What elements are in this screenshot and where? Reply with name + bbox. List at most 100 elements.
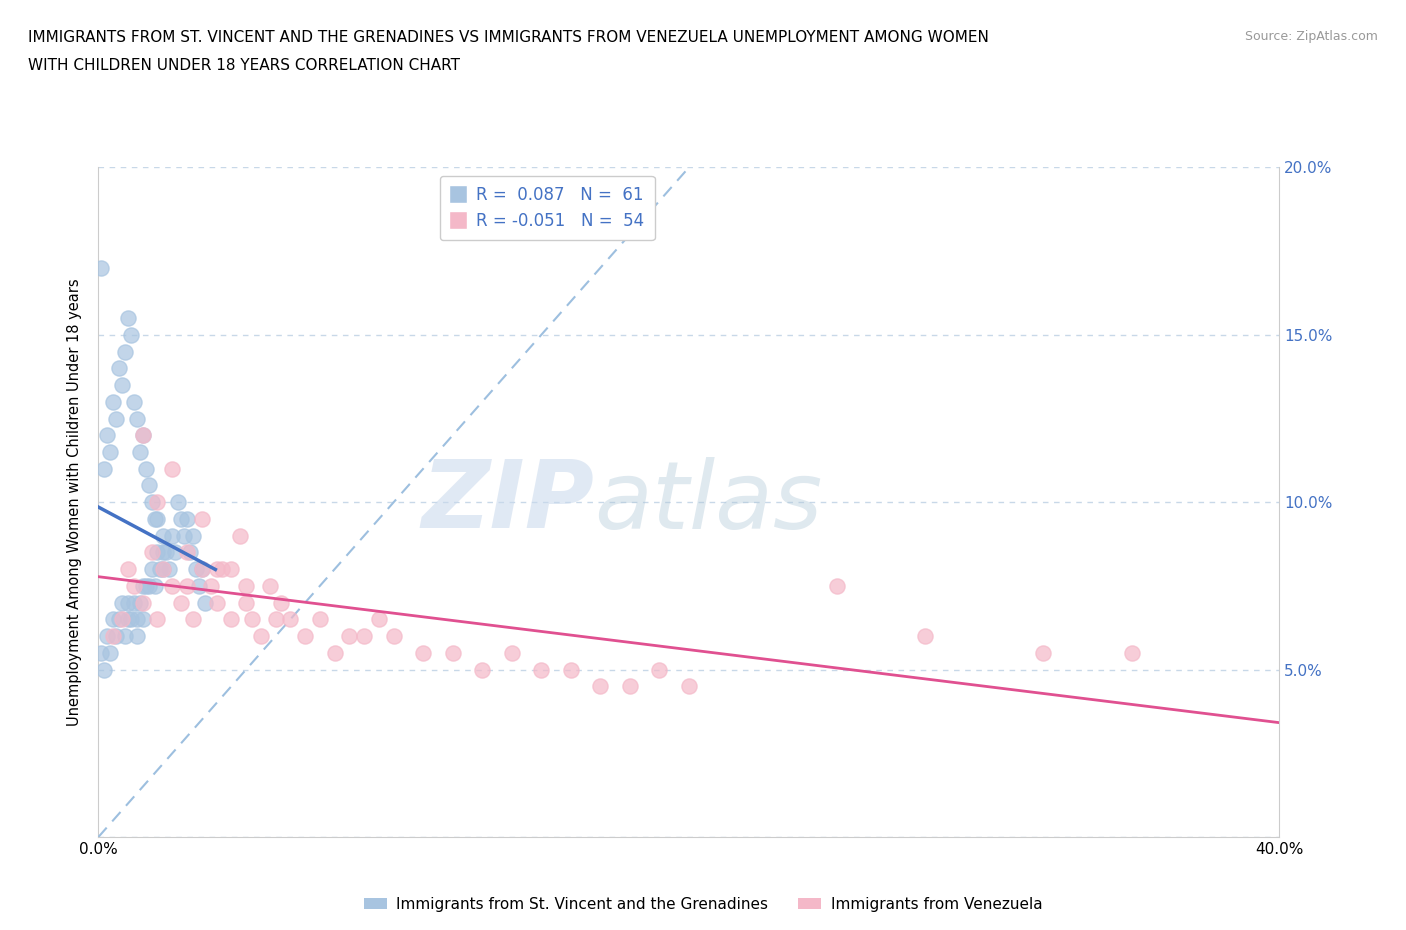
Point <box>278 612 302 627</box>
Point <box>132 612 155 627</box>
Point <box>96 629 118 644</box>
Text: WITH CHILDREN UNDER 18 YEARS CORRELATION CHART: WITH CHILDREN UNDER 18 YEARS CORRELATION… <box>28 58 460 73</box>
Point <box>162 528 183 543</box>
Point <box>353 629 375 644</box>
Point <box>114 344 136 359</box>
Point <box>229 528 252 543</box>
Point <box>117 595 139 610</box>
Point <box>141 562 163 577</box>
Point <box>368 612 391 627</box>
Text: Source: ZipAtlas.com: Source: ZipAtlas.com <box>1244 30 1378 43</box>
Point <box>90 260 112 275</box>
Text: atlas: atlas <box>595 457 823 548</box>
Point <box>132 578 155 593</box>
Point <box>149 562 172 577</box>
Point <box>191 562 214 577</box>
Point <box>152 545 174 560</box>
Point <box>191 562 214 577</box>
Point <box>1121 645 1143 660</box>
Text: ZIP: ZIP <box>422 457 595 548</box>
Point <box>146 545 169 560</box>
Point <box>103 394 125 409</box>
Point <box>914 629 936 644</box>
Point <box>589 679 612 694</box>
Point <box>111 378 134 392</box>
Point <box>235 595 257 610</box>
Point <box>141 545 163 560</box>
Point <box>98 645 121 660</box>
Point <box>135 461 157 476</box>
Point <box>90 645 112 660</box>
Point <box>135 578 157 593</box>
Point <box>678 679 700 694</box>
Point <box>128 445 150 459</box>
Point <box>152 562 174 577</box>
Point <box>167 495 190 510</box>
Point <box>138 578 160 593</box>
Point <box>250 629 273 644</box>
Point <box>125 629 148 644</box>
Point <box>141 495 163 510</box>
Point <box>103 629 125 644</box>
Point <box>205 595 228 610</box>
Point <box>181 612 204 627</box>
Y-axis label: Unemployment Among Women with Children Under 18 years: Unemployment Among Women with Children U… <box>67 278 83 726</box>
Point <box>152 528 174 543</box>
Point <box>162 578 183 593</box>
Point <box>122 578 145 593</box>
Point <box>648 662 671 677</box>
Point <box>157 562 180 577</box>
Point <box>105 411 128 426</box>
Point <box>105 629 128 644</box>
Point <box>155 545 177 560</box>
Point <box>120 612 142 627</box>
Legend: R =  0.087   N =  61, R = -0.051   N =  54: R = 0.087 N = 61, R = -0.051 N = 54 <box>440 176 655 240</box>
Point <box>235 578 257 593</box>
Point <box>93 662 115 677</box>
Point <box>165 545 187 560</box>
Point <box>294 629 316 644</box>
Point <box>143 512 166 526</box>
Point <box>111 595 134 610</box>
Point <box>122 595 145 610</box>
Point <box>560 662 582 677</box>
Point <box>114 629 136 644</box>
Point <box>179 545 201 560</box>
Point <box>138 478 160 493</box>
Point <box>501 645 523 660</box>
Point <box>132 595 155 610</box>
Point <box>93 461 115 476</box>
Point <box>173 528 195 543</box>
Point <box>176 512 198 526</box>
Point <box>191 512 214 526</box>
Point <box>200 578 222 593</box>
Point <box>162 461 183 476</box>
Point <box>170 595 193 610</box>
Point <box>146 612 169 627</box>
Point <box>152 562 174 577</box>
Point <box>471 662 494 677</box>
Point <box>309 612 332 627</box>
Point <box>96 428 118 443</box>
Point <box>117 311 139 325</box>
Point <box>98 445 121 459</box>
Point <box>103 612 125 627</box>
Point <box>125 612 148 627</box>
Point <box>619 679 641 694</box>
Point <box>323 645 346 660</box>
Point <box>146 495 169 510</box>
Point <box>219 562 242 577</box>
Point <box>176 578 198 593</box>
Point <box>1032 645 1054 660</box>
Point <box>187 578 209 593</box>
Legend: Immigrants from St. Vincent and the Grenadines, Immigrants from Venezuela: Immigrants from St. Vincent and the Gren… <box>357 891 1049 918</box>
Point <box>382 629 405 644</box>
Point <box>825 578 848 593</box>
Point <box>122 394 145 409</box>
Point <box>270 595 292 610</box>
Point <box>146 512 169 526</box>
Point <box>108 361 131 376</box>
Point <box>441 645 464 660</box>
Point <box>194 595 217 610</box>
Point <box>128 595 150 610</box>
